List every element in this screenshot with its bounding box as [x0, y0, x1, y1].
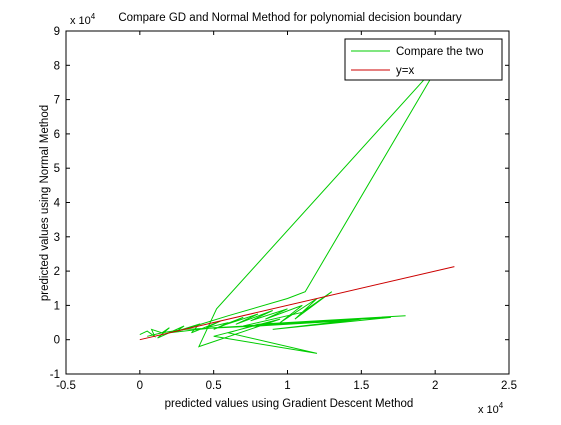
x-tick-label: -0.5: [56, 380, 76, 392]
x-exponent-label: x 104: [478, 401, 504, 416]
y-axis-label: predicted values using Normal Method: [39, 105, 51, 301]
y-tick-label: 4: [54, 198, 61, 210]
legend-box: [344, 38, 503, 81]
series-line-identity: [139, 266, 455, 341]
y-tick-label: 9: [54, 26, 60, 38]
x-tick-label: 2.5: [501, 380, 517, 392]
x-axis-label: predicted values using Gradient Descent …: [165, 398, 414, 410]
x-exponent-power: 4: [499, 401, 504, 410]
y-tick-label: 8: [54, 60, 60, 72]
x-tick-label: 0.5: [206, 380, 222, 392]
legend: Compare the two y=x: [344, 38, 503, 81]
y-tick-label: 3: [54, 232, 60, 244]
series-line-compare: [139, 58, 444, 354]
y-tick-label: 0: [54, 335, 60, 347]
y-tick-label: 7: [54, 95, 60, 107]
chart-title: Compare GD and Normal Method for polynom…: [118, 12, 462, 24]
y-exponent-label: x 104: [70, 12, 96, 27]
y-tick-label: 1: [54, 300, 60, 312]
y-tick-label: 5: [54, 163, 60, 175]
y-tick-label: 6: [54, 129, 60, 141]
y-tick-label: -1: [50, 369, 60, 381]
y-exponent-power: 4: [91, 12, 96, 21]
legend-label-identity: y=x: [396, 65, 414, 77]
y-tick-label: 2: [54, 266, 60, 278]
x-tick-label: 1: [284, 380, 290, 392]
series-layer: [139, 58, 455, 354]
x-tick-label: 0: [137, 380, 143, 392]
x-tick-label: 1.5: [353, 380, 369, 392]
tick-layer: -0.5 0 0.5 1 1.5 2 2.5 -1 0 1 2 3 4 5 6 7 8 9: [50, 26, 517, 392]
legend-label-compare: Compare the two: [396, 46, 484, 58]
x-tick-label: 2: [432, 380, 438, 392]
